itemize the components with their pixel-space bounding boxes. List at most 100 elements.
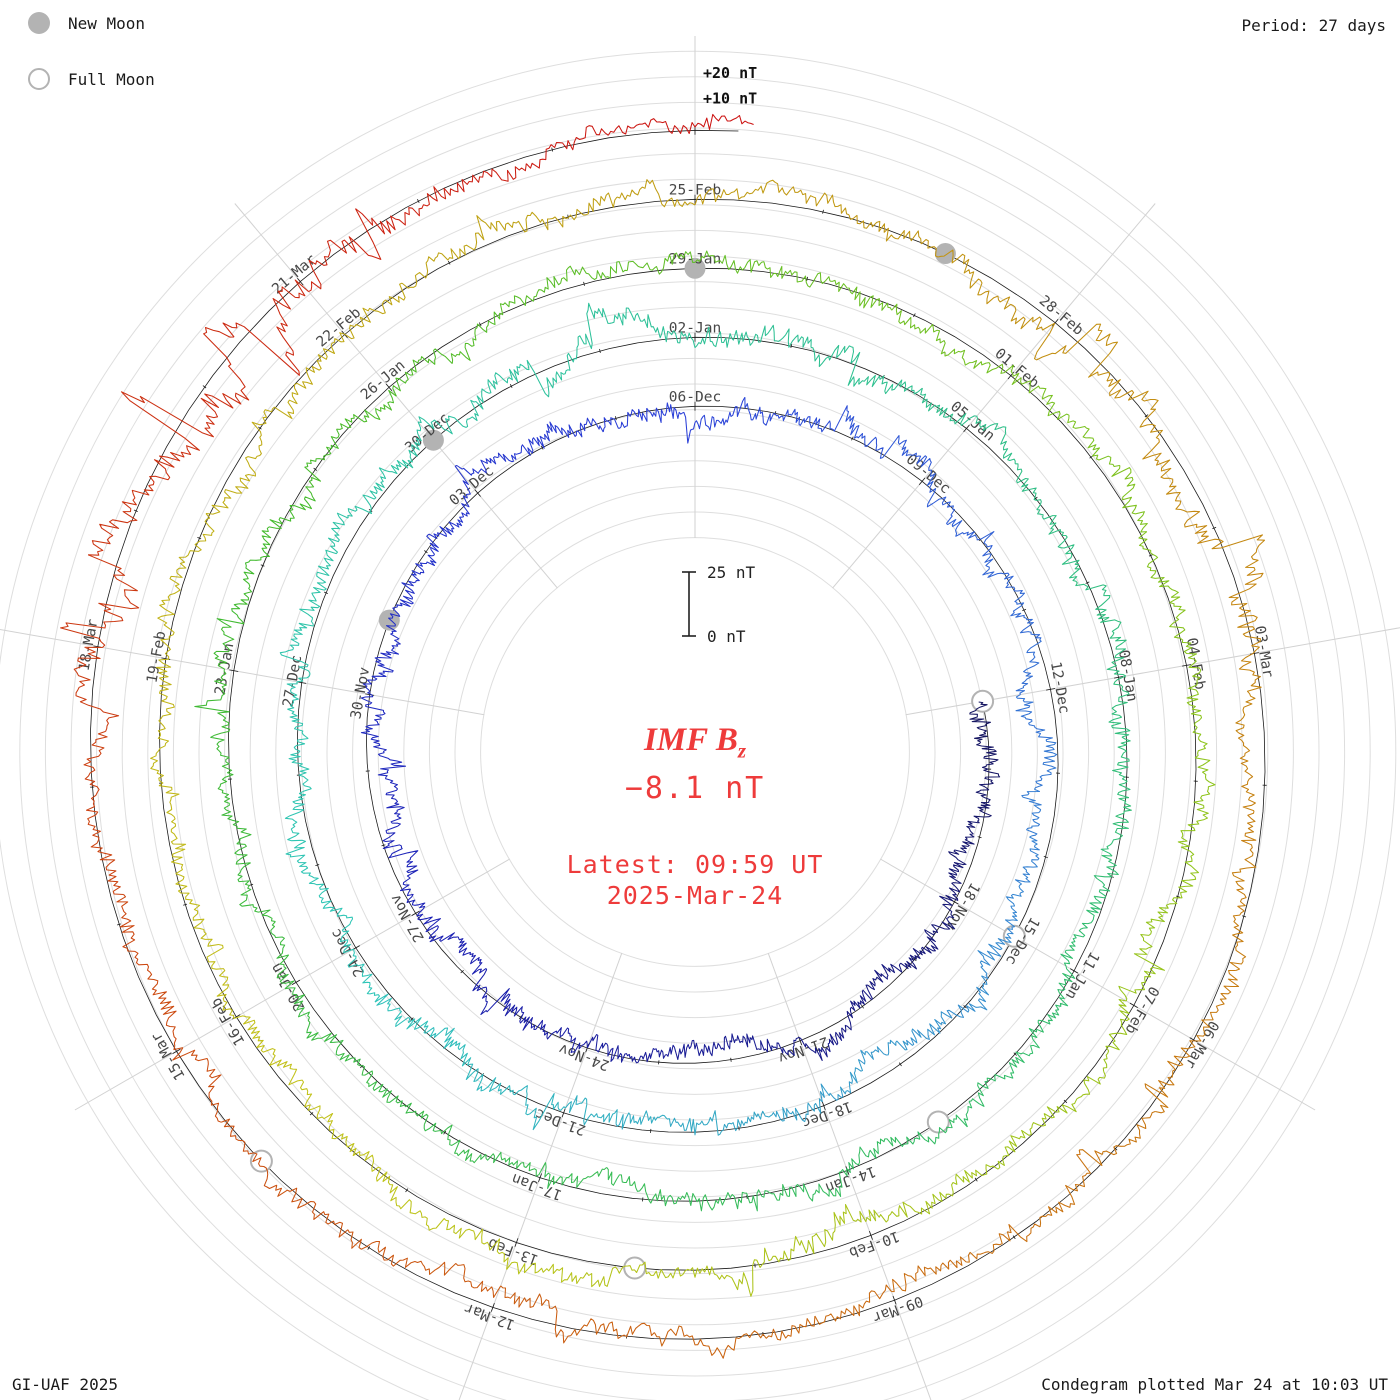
trace-segment [771, 1098, 823, 1123]
date-label: 03-Dec [447, 463, 497, 509]
date-label: 14-Jan [823, 1163, 878, 1196]
trace-segment [1035, 739, 1058, 789]
trace-segment [982, 553, 1023, 594]
trace-segment [945, 857, 967, 902]
trace-segment [969, 701, 992, 743]
baseline-tick [730, 1057, 732, 1062]
date-label: 12-Mar [462, 1299, 517, 1332]
trace-segment [819, 1059, 864, 1102]
trace-segment [1186, 663, 1203, 735]
trace-segment [1100, 797, 1132, 857]
trace-segment [673, 1039, 717, 1061]
trace-segment [577, 302, 635, 350]
baseline-tick [116, 923, 122, 926]
trace-segment [602, 408, 648, 433]
baseline-tick [822, 209, 824, 214]
trace-segment [541, 192, 618, 231]
baseline-tick [1063, 1099, 1068, 1104]
trace-segment [392, 348, 453, 397]
trace-segment [465, 1063, 514, 1095]
baseline-tick [443, 1130, 447, 1135]
baseline-tick [411, 910, 420, 916]
baseline-tick [1144, 414, 1149, 418]
trace-segment [906, 1011, 953, 1046]
trace-segment [385, 606, 401, 655]
baseline-tick [490, 1303, 495, 1312]
trace-segment [997, 1113, 1047, 1170]
baseline-tick [202, 385, 207, 389]
baseline-tick [509, 384, 513, 388]
plotted-label: Condegram plotted Mar 24 at 10:03 UT [1041, 1375, 1388, 1394]
trace-segment [329, 1128, 388, 1182]
trace-segment [360, 694, 386, 742]
trace-segment [544, 1162, 608, 1189]
baseline-tick [918, 477, 926, 486]
trace-segment [980, 290, 1056, 331]
trace-segment [626, 251, 696, 275]
date-label: 30-Nov [348, 666, 373, 721]
trace-segment [615, 1110, 670, 1130]
trace-segment [450, 311, 501, 364]
trace-segment [206, 943, 235, 1019]
trace-segment [1008, 1020, 1044, 1079]
baseline-tick [297, 681, 307, 684]
trace-segment [948, 820, 980, 858]
trace-segment [347, 949, 381, 1003]
trace-segment [1010, 592, 1042, 641]
baseline-tick [821, 1101, 826, 1111]
trace-segment [829, 279, 893, 311]
baseline-tick [229, 669, 239, 672]
trace-segment [668, 1110, 722, 1136]
trace-segment [1079, 1111, 1156, 1167]
baseline-tick [658, 1060, 660, 1065]
trace-segment [976, 741, 1001, 784]
date-label: 27-Nov [388, 891, 428, 945]
trace-segment [947, 518, 995, 557]
current-value: −8.1 nT [624, 770, 766, 806]
trace-segment [848, 214, 922, 245]
baseline-tick [249, 883, 254, 886]
trace-segment [116, 894, 151, 973]
baseline-tick [615, 416, 617, 421]
baseline-tick [297, 277, 304, 286]
trace-segment [373, 740, 407, 785]
trace-segment [1145, 876, 1197, 936]
new-moon-marker [684, 257, 706, 279]
trace-segment [663, 1191, 727, 1212]
trace-segment [841, 989, 873, 1033]
trace-segment [657, 1265, 733, 1280]
trace-segment [744, 397, 792, 426]
trace-segment [932, 1164, 999, 1204]
trace-segment [415, 526, 452, 567]
baseline-tick [1022, 608, 1027, 612]
trace-segment [279, 622, 311, 683]
trace-segment [549, 417, 604, 438]
trace-segment [512, 1085, 566, 1131]
trace-segment [378, 421, 422, 475]
legend-row-full-moon: Full Moon [28, 66, 155, 92]
trace-segment [155, 658, 175, 734]
trace-segment [445, 1219, 509, 1270]
trace-segment [544, 1027, 588, 1054]
credit-label: GI-UAF 2025 [12, 1375, 118, 1394]
trace-segment [510, 423, 553, 462]
trace-segment [1015, 463, 1044, 518]
trace-segment [1042, 515, 1080, 566]
trace-segment [582, 1261, 659, 1288]
trace-segment [324, 1034, 378, 1088]
center-readout: IMF Bz −8.1 nT Latest: 09:59 UT 2025-Mar… [445, 722, 945, 910]
baseline-tick [417, 199, 420, 203]
baseline-tick [133, 509, 138, 512]
trace-segment [763, 261, 831, 288]
trace-segment [275, 1184, 349, 1238]
trace-segment [975, 415, 1016, 464]
trace-segment [210, 734, 234, 802]
baseline-tick [519, 1015, 522, 1020]
trace-segment [791, 405, 848, 433]
trace-segment [1112, 736, 1131, 799]
trace-segment [88, 485, 154, 556]
trace-segment [87, 814, 124, 896]
full-moon-marker [926, 1110, 950, 1134]
